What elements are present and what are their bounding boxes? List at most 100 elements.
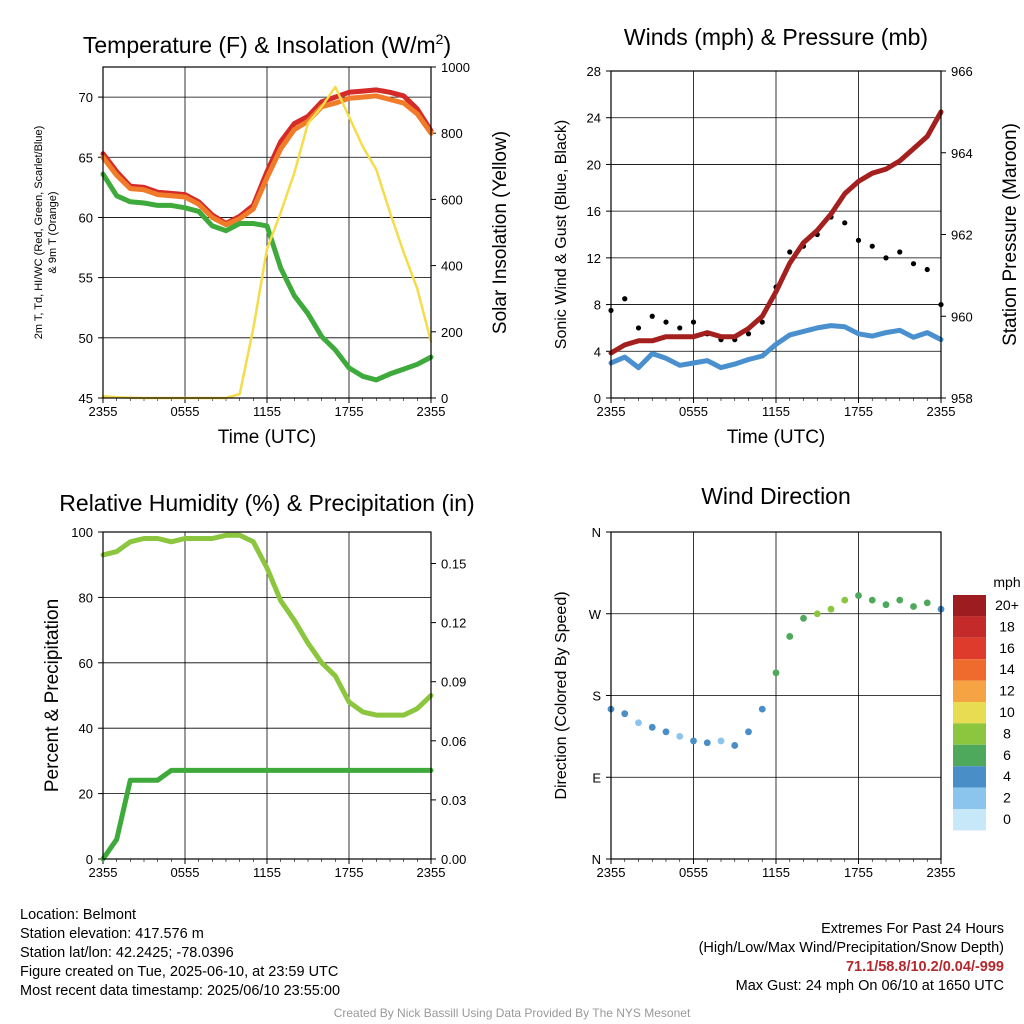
legend-label: 0 [1003, 811, 1011, 827]
gust-point [649, 313, 655, 319]
plot-frame [610, 70, 942, 399]
y2-tick-label: 960 [951, 309, 973, 324]
y-tick-label: E [592, 770, 601, 785]
gust-point [910, 261, 917, 267]
y2-tick-label: 0 [441, 391, 448, 406]
x-tick-label: 2355 [417, 865, 446, 880]
legend-swatch [953, 616, 986, 638]
max-gust-text: Max Gust: 24 mph On 06/10 at 1650 UTC [735, 978, 1004, 994]
plot-frame [610, 531, 942, 860]
legend-label: 20+ [995, 597, 1019, 613]
gust-point [924, 266, 930, 273]
legend-label: 12 [999, 683, 1015, 699]
legend-swatch [953, 637, 986, 660]
x-tick-label: 2355 [927, 404, 956, 419]
y2-tick-label: 800 [441, 126, 463, 141]
y-axis-label: & 9m T (Orange) [47, 191, 59, 273]
direction-point [676, 732, 684, 740]
direction-point [621, 710, 629, 718]
legend-label: 8 [1003, 725, 1011, 741]
legend-label: 10 [999, 704, 1015, 720]
direction-point [882, 601, 890, 609]
y-tick-label: 12 [587, 251, 601, 266]
y-axis-label: Sonic Wind & Gust (Blue, Black) [553, 120, 570, 349]
y-tick-label: 8 [594, 298, 601, 313]
gust-point [883, 255, 889, 261]
x-tick-label: 0555 [679, 404, 708, 419]
y-tick-label: 4 [594, 344, 601, 359]
legend-swatch [953, 723, 986, 745]
x-tick-label: 1755 [844, 404, 873, 419]
x-tick-label: 2355 [597, 865, 626, 880]
direction-point [841, 596, 849, 604]
legend-swatch [953, 766, 986, 788]
y-axis-label: 2m T, Td, HI/WC (Red, Green, Scarlet/Blu… [33, 126, 45, 340]
legend-swatch [953, 744, 986, 767]
direction-point [772, 669, 780, 677]
direction-point [731, 742, 739, 749]
y-tick-label: W [589, 607, 602, 622]
x-tick-label: 2355 [927, 865, 956, 880]
y-tick-label: 16 [587, 204, 601, 219]
y-tick-label: 45 [79, 391, 93, 406]
series-line-td [100, 171, 434, 383]
y2-axis-label: Station Pressure (Maroon) [1000, 123, 1021, 346]
x-tick-label: 1155 [253, 865, 281, 880]
y-tick-label: 20 [587, 157, 601, 172]
y-tick-label: 0 [86, 852, 93, 867]
y-tick-label: 70 [79, 90, 93, 105]
chart-title: Relative Humidity (%) & Precipitation (i… [59, 490, 474, 516]
y-tick-label: 65 [79, 150, 93, 165]
x-tick-label: 1155 [762, 865, 790, 880]
extremes-info: Extremes For Past 24 Hours (High/Low/Max… [699, 920, 1004, 996]
direction-point [800, 614, 807, 622]
x-axis-label: Time (UTC) [727, 427, 826, 448]
y2-axis-label: Solar Insolation (Yellow) [490, 131, 511, 334]
direction-point [923, 599, 931, 607]
y2-tick-label: 0.03 [441, 793, 466, 808]
x-axis-label: Time (UTC) [218, 427, 317, 448]
x-tick-label: 1755 [335, 865, 364, 880]
direction-point [786, 633, 794, 640]
y-tick-label: 60 [79, 210, 93, 225]
series-line-sonic-wind [608, 323, 944, 371]
legend-swatch [953, 595, 986, 617]
y-tick-label: 28 [587, 64, 601, 79]
gust-point [842, 220, 848, 226]
x-tick-label: 0555 [171, 865, 200, 880]
legend-label: 4 [1003, 768, 1011, 784]
legend-swatch [953, 680, 986, 702]
gust-point [869, 243, 875, 249]
latlon-text: Station lat/lon: 42.2425; -78.0396 [20, 945, 234, 961]
y2-tick-label: 966 [951, 64, 973, 79]
legend-title: mph [993, 574, 1020, 590]
y-tick-label: 20 [79, 787, 93, 802]
gust-point [745, 331, 752, 337]
y2-tick-label: 400 [441, 259, 463, 274]
direction-point [855, 592, 862, 599]
direction-point [690, 737, 697, 745]
y-tick-label: 40 [79, 721, 93, 736]
recent-data-text: Most recent data timestamp: 2025/06/10 2… [20, 983, 341, 999]
y2-tick-label: 200 [441, 325, 463, 340]
x-tick-label: 2355 [89, 404, 118, 419]
location-text: Location: Belmont [20, 907, 137, 923]
y-tick-label: 80 [79, 590, 93, 605]
direction-point [745, 728, 752, 736]
gust-point [855, 237, 862, 243]
legend-swatch [953, 702, 986, 724]
direction-point [868, 596, 876, 604]
gust-point [690, 319, 697, 325]
gust-point [677, 325, 683, 331]
legend-swatch [953, 659, 986, 681]
elevation-text: Station elevation: 417.576 m [20, 926, 204, 942]
extremes-title: Extremes For Past 24 Hours [821, 921, 1004, 937]
x-tick-label: 2355 [417, 404, 446, 419]
gust-point [787, 249, 793, 255]
x-tick-label: 0555 [679, 865, 708, 880]
gust-point [635, 325, 642, 331]
y-tick-label: 60 [79, 656, 93, 671]
x-tick-label: 1755 [335, 404, 364, 419]
plot-frame [102, 531, 432, 860]
